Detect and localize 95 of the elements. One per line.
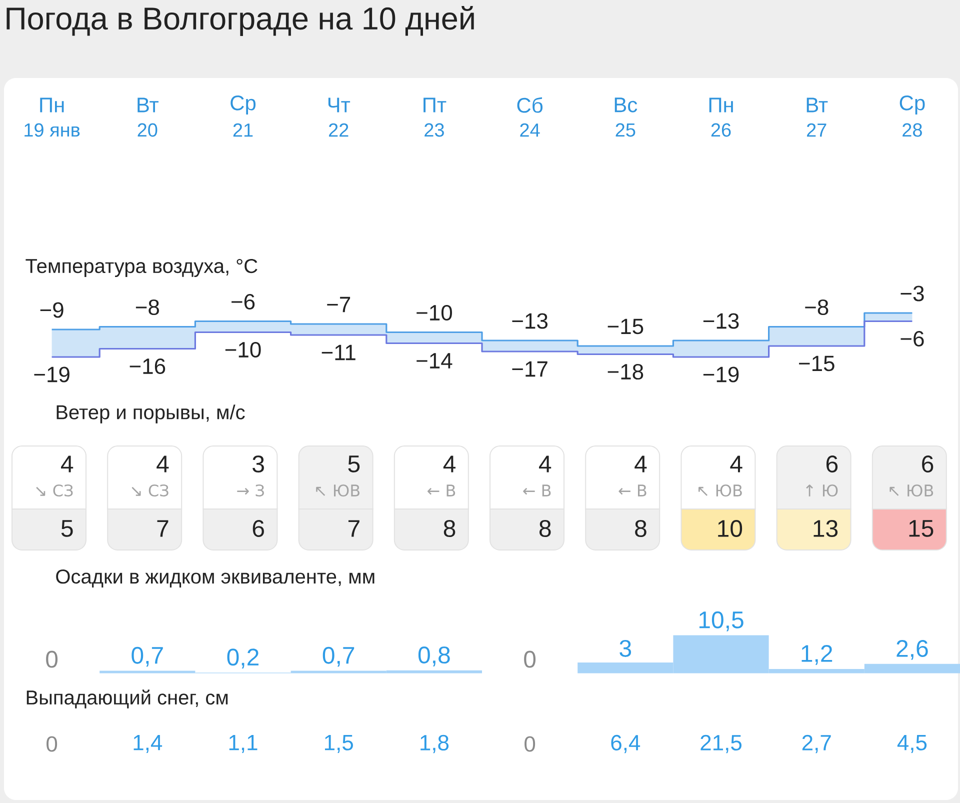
data-label: 10 (718, 520, 742, 537)
data-label: −3 (900, 286, 924, 302)
text: → З (237, 484, 264, 497)
data-label: −7 (327, 296, 350, 312)
text: 25 (616, 123, 636, 137)
text: Пт (424, 98, 446, 112)
text: ← В (428, 484, 456, 496)
data-label: −10 (416, 304, 452, 321)
data-label: 13 (814, 520, 838, 537)
text: Вс (614, 98, 638, 112)
text: ↖ ЮВ (316, 484, 360, 497)
text: Чт (328, 98, 350, 112)
text: Вт (806, 98, 828, 112)
data-label: 0,8 (418, 646, 450, 666)
data-label: −6 (232, 294, 255, 310)
data-label: −17 (512, 361, 548, 377)
data-label: −10 (225, 342, 261, 358)
data-label: 15 (909, 520, 934, 537)
text: Пн (40, 98, 64, 112)
text: Ветер и порывы, м/с (56, 404, 245, 424)
data-label: 0,7 (132, 646, 163, 667)
text: 22 (328, 123, 348, 137)
text: ← В (618, 484, 646, 496)
data-label: 6 (252, 520, 264, 537)
data-label: −11 (322, 344, 356, 360)
data-label: 0 (524, 650, 536, 668)
text: 28 (902, 123, 922, 137)
text: ↘ СЗ (36, 484, 73, 497)
text: 19 янв (24, 123, 80, 137)
text: Пн (709, 98, 733, 112)
data-label: 8 (444, 520, 456, 537)
data-label: 1,2 (802, 645, 832, 665)
text: 20 (138, 123, 158, 137)
data-label: 1,4 (134, 735, 162, 753)
data-label: 4 (443, 456, 456, 472)
text: 26 (711, 123, 731, 137)
data-label: 6 (826, 456, 838, 472)
data-label: −13 (512, 313, 548, 329)
data-label: 4 (634, 456, 647, 472)
data-label: 0 (46, 650, 58, 668)
text: Ср (900, 95, 925, 115)
chart-subtitle: Температура воздуха, °C (26, 258, 258, 278)
data-label: 10,5 (699, 611, 744, 632)
data-label: 2,7 (802, 734, 831, 754)
text: Выпадающий снег, см (26, 690, 228, 708)
data-label: 7 (348, 520, 360, 537)
data-label: −13 (703, 313, 739, 329)
chart-title: Осадки в жидком эквиваленте, мм (56, 570, 374, 588)
data-label: 5 (61, 520, 73, 537)
text: ↑ Ю (806, 484, 838, 497)
text: ↖ ЮВ (890, 484, 934, 497)
data-label: 4 (539, 456, 552, 472)
data-label: −19 (703, 366, 739, 382)
data-label: 3 (252, 456, 264, 472)
data-label: 6,4 (611, 734, 640, 754)
text: ↘ СЗ (132, 484, 168, 497)
data-label: 3 (620, 640, 632, 657)
data-label: 8 (635, 520, 646, 537)
text: Ср (230, 95, 256, 115)
data-label: 1,1 (229, 735, 258, 753)
data-label: 5 (348, 456, 360, 472)
data-label: 21,5 (700, 734, 742, 754)
text: Сб (517, 97, 543, 113)
text: ↖ ЮВ (698, 484, 742, 497)
data-label: 7 (157, 520, 168, 537)
data-label: −16 (130, 358, 166, 374)
data-label: 4 (61, 456, 74, 472)
data-label: 0 (46, 736, 58, 752)
text: 27 (806, 123, 826, 137)
data-label: 0,2 (227, 648, 258, 668)
text: Вт (138, 98, 159, 112)
text: ← В (523, 484, 551, 496)
chart-title: Погода в Волгограде на 10 дней (6, 6, 474, 36)
data-label: −6 (900, 330, 924, 347)
data-label: −15 (799, 356, 834, 372)
data-label: −8 (136, 299, 159, 316)
data-label: 0 (524, 736, 536, 752)
data-label: 1,5 (324, 735, 353, 753)
data-label: 0,7 (322, 646, 354, 667)
text: 21 (233, 123, 253, 137)
data-label: −8 (805, 299, 828, 316)
data-label: 6 (922, 456, 934, 472)
data-label: 4 (156, 456, 169, 472)
data-label: −15 (608, 318, 644, 334)
data-label: 8 (539, 520, 551, 537)
data-label: −9 (40, 302, 64, 318)
data-label: 4 (730, 456, 742, 472)
data-label: −14 (416, 353, 452, 368)
text: 24 (520, 123, 540, 137)
data-label: 2,6 (896, 640, 928, 660)
data-label: 1,8 (420, 734, 449, 754)
text: 23 (424, 123, 444, 137)
data-label: −19 (34, 366, 70, 382)
data-label: 4,5 (897, 735, 927, 753)
data-label: −18 (608, 364, 644, 380)
